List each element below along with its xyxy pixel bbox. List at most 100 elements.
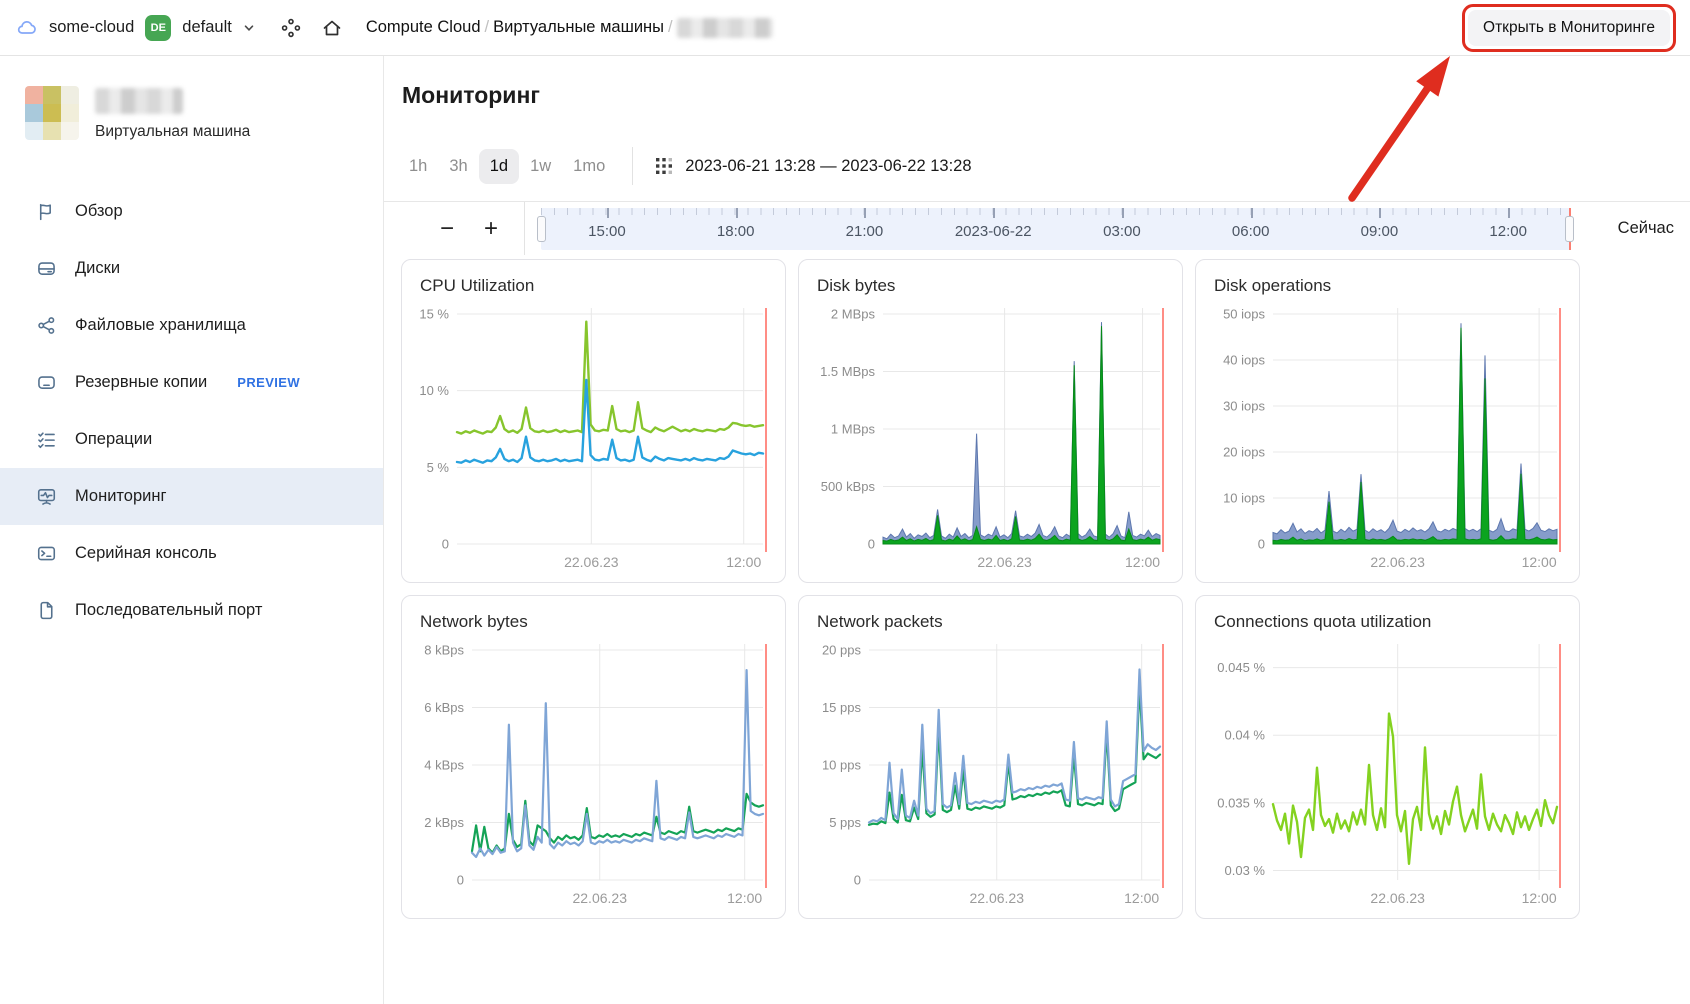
- disk-ops-blue: [1272, 323, 1558, 545]
- timeline-now-label: Сейчас: [1617, 219, 1674, 237]
- share-nodes-icon: [38, 317, 55, 334]
- range-button-1mo[interactable]: 1mo: [573, 156, 606, 175]
- env-badge: DE: [145, 14, 172, 41]
- sidebar-item-file-storages[interactable]: Файловые хранилища: [0, 297, 383, 354]
- sidebar-item-label: Серийная консоль: [75, 544, 217, 562]
- divider: [632, 147, 634, 185]
- home-icon[interactable]: [321, 17, 343, 39]
- cloud-icon: [17, 20, 36, 34]
- date-range-picker[interactable]: 2023-06-21 13:28 — 2023-06-22 13:28: [655, 157, 972, 176]
- x-axis-label: 22.06.23: [969, 890, 1024, 906]
- y-tick-label: 6 kBps: [424, 700, 464, 715]
- sidebar-item-serial-port[interactable]: Последовательный порт: [0, 582, 383, 639]
- timeline-selection-band[interactable]: [541, 207, 1572, 250]
- chart-card-disk-operations: Disk operations 50 iops 40 iops 30 iops 20 …: [1195, 259, 1580, 583]
- x-axis-labels: 22.06.23 12:00: [416, 554, 771, 574]
- y-tick-label: 2 MBps: [831, 307, 876, 322]
- cpu-usage-green: [455, 320, 765, 435]
- timeline-major-tick: [1250, 207, 1253, 218]
- x-axis-label: 12:00: [726, 554, 762, 570]
- terminal-icon: [37, 546, 56, 561]
- annotation-highlight-box: Открыть в Мониторинге: [1462, 3, 1676, 52]
- disk-bytes-chart: 2 MBps 1.5 MBps 1 MBps 500 kBps 0: [820, 307, 1164, 552]
- x-axis-label: 12:00: [1521, 890, 1557, 906]
- connections-quota-green: [1271, 712, 1559, 866]
- y-tick-label: 40 iops: [1223, 353, 1265, 368]
- y-tick-label: 15 pps: [822, 700, 862, 715]
- sidebar-item-operations[interactable]: Операции: [0, 411, 383, 468]
- sidebar-item-label: Диски: [75, 259, 121, 277]
- disk-bytes-green: [882, 326, 1161, 545]
- backup-disk-icon: [38, 376, 55, 389]
- y-tick-label: 0.045 %: [1217, 660, 1265, 675]
- sidebar-item-serial-console[interactable]: Серийная консоль: [0, 525, 383, 582]
- breadcrumb-virtual-machines[interactable]: Виртуальные машины: [493, 18, 665, 36]
- sidebar-item-label: Последовательный порт: [75, 601, 263, 619]
- sidebar-item-label: Файловые хранилища: [75, 316, 246, 334]
- chart-title: CPU Utilization: [420, 276, 535, 295]
- zoom-in-button[interactable]: +: [484, 214, 499, 242]
- folder-select[interactable]: default: [182, 18, 232, 36]
- cpu-usage-blue: [455, 378, 765, 464]
- y-tick-label: 5 pps: [829, 815, 861, 830]
- charts-grid: CPU Utilization 15 % 10 % 5 % 0 22.06.23 12:…: [401, 259, 1690, 919]
- timeline-major-tick: [606, 207, 609, 218]
- timeline-major-tick: [1508, 207, 1511, 218]
- x-axis-labels: 22.06.23 12:00: [416, 890, 771, 910]
- timeline-left-handle[interactable]: [537, 215, 547, 242]
- timeline-label: 03:00: [1103, 222, 1141, 240]
- breadcrumb-separator: /: [484, 18, 490, 36]
- vm-subtitle: Виртуальная машина: [95, 123, 251, 140]
- range-button-1w[interactable]: 1w: [530, 156, 552, 175]
- y-tick-label: 8 kBps: [424, 643, 464, 658]
- range-button-1h[interactable]: 1h: [409, 156, 428, 175]
- x-axis-label: 22.06.23: [977, 554, 1032, 570]
- checklist-icon: [38, 432, 55, 449]
- timeline-right-handle[interactable]: [1565, 215, 1575, 242]
- timeline-slider[interactable]: 15:00 18:00 21:00 2023-06-22 03:00 06:00…: [537, 207, 1575, 250]
- y-tick-label: 20 pps: [822, 643, 862, 658]
- sidebar-item-overview[interactable]: Обзор: [0, 183, 383, 240]
- vm-header: Виртуальная машина: [0, 56, 383, 141]
- sidebar-item-label: Операции: [75, 430, 153, 448]
- zoom-out-button[interactable]: −: [440, 214, 455, 242]
- x-axis-label: 22.06.23: [1370, 554, 1425, 570]
- breadcrumb-compute-cloud[interactable]: Compute Cloud: [365, 18, 481, 36]
- range-button-1d[interactable]: 1d: [478, 148, 520, 184]
- timeline-label: 21:00: [845, 222, 884, 240]
- open-in-monitoring-button[interactable]: Открыть в Мониторинге: [1468, 9, 1670, 46]
- vm-avatar: [25, 86, 79, 140]
- disk-ops-green: [1272, 327, 1558, 545]
- sidebar: Виртуальная машина Обзор Диски: [0, 56, 384, 1004]
- breadcrumb-vm-name-redacted: [676, 17, 773, 38]
- y-tick-label: 10 iops: [1223, 491, 1265, 506]
- time-range-selector: 1h 3h 1d 1w 1mo 2023-06-21 13:28 — 2023-…: [398, 147, 1690, 185]
- y-tick-label: 15 %: [419, 307, 449, 322]
- chevron-down-icon[interactable]: [243, 22, 255, 34]
- sidebar-item-disks[interactable]: Диски: [0, 240, 383, 297]
- timeline-major-tick: [1379, 207, 1382, 218]
- chart-title: Disk bytes: [817, 276, 896, 295]
- y-tick-label: 0: [442, 537, 449, 552]
- timeline-major-tick: [1121, 207, 1124, 218]
- range-button-3h[interactable]: 3h: [449, 156, 468, 175]
- sidebar-item-monitoring[interactable]: Мониторинг: [0, 468, 383, 525]
- chart-card-network-bytes: Network bytes 8 kBps 6 kBps 4 kBps 2 kBps 0 …: [401, 595, 786, 919]
- x-axis-label: 12:00: [1124, 890, 1160, 906]
- x-axis-labels: 22.06.23 12:00: [813, 554, 1168, 574]
- sidebar-item-backups[interactable]: Резервные копии PREVIEW: [0, 354, 383, 411]
- sidebar-item-label: Обзор: [75, 202, 123, 220]
- chart-card-disk-bytes: Disk bytes 2 MBps 1.5 MBps 1 MBps 500 kBps 0…: [798, 259, 1183, 583]
- timeline-label: 09:00: [1360, 222, 1399, 240]
- chart-title: Disk operations: [1214, 276, 1332, 295]
- cloud-name[interactable]: some-cloud: [49, 18, 135, 36]
- cpu-utilization-chart: 15 % 10 % 5 % 0: [419, 307, 767, 552]
- breadcrumb-separator: /: [668, 18, 673, 36]
- chart-card-network-packets: Network packets 20 pps 15 pps 10 pps 5 pps 0…: [798, 595, 1183, 919]
- preview-badge: PREVIEW: [237, 375, 301, 390]
- y-tick-label: 4 kBps: [424, 758, 464, 773]
- timeline-label: 06:00: [1231, 222, 1270, 240]
- topbar: some-cloud DE default Compute Cloud / Ви…: [0, 0, 1690, 56]
- x-axis-label: 12:00: [1125, 554, 1161, 570]
- services-nodes-icon[interactable]: [280, 17, 302, 39]
